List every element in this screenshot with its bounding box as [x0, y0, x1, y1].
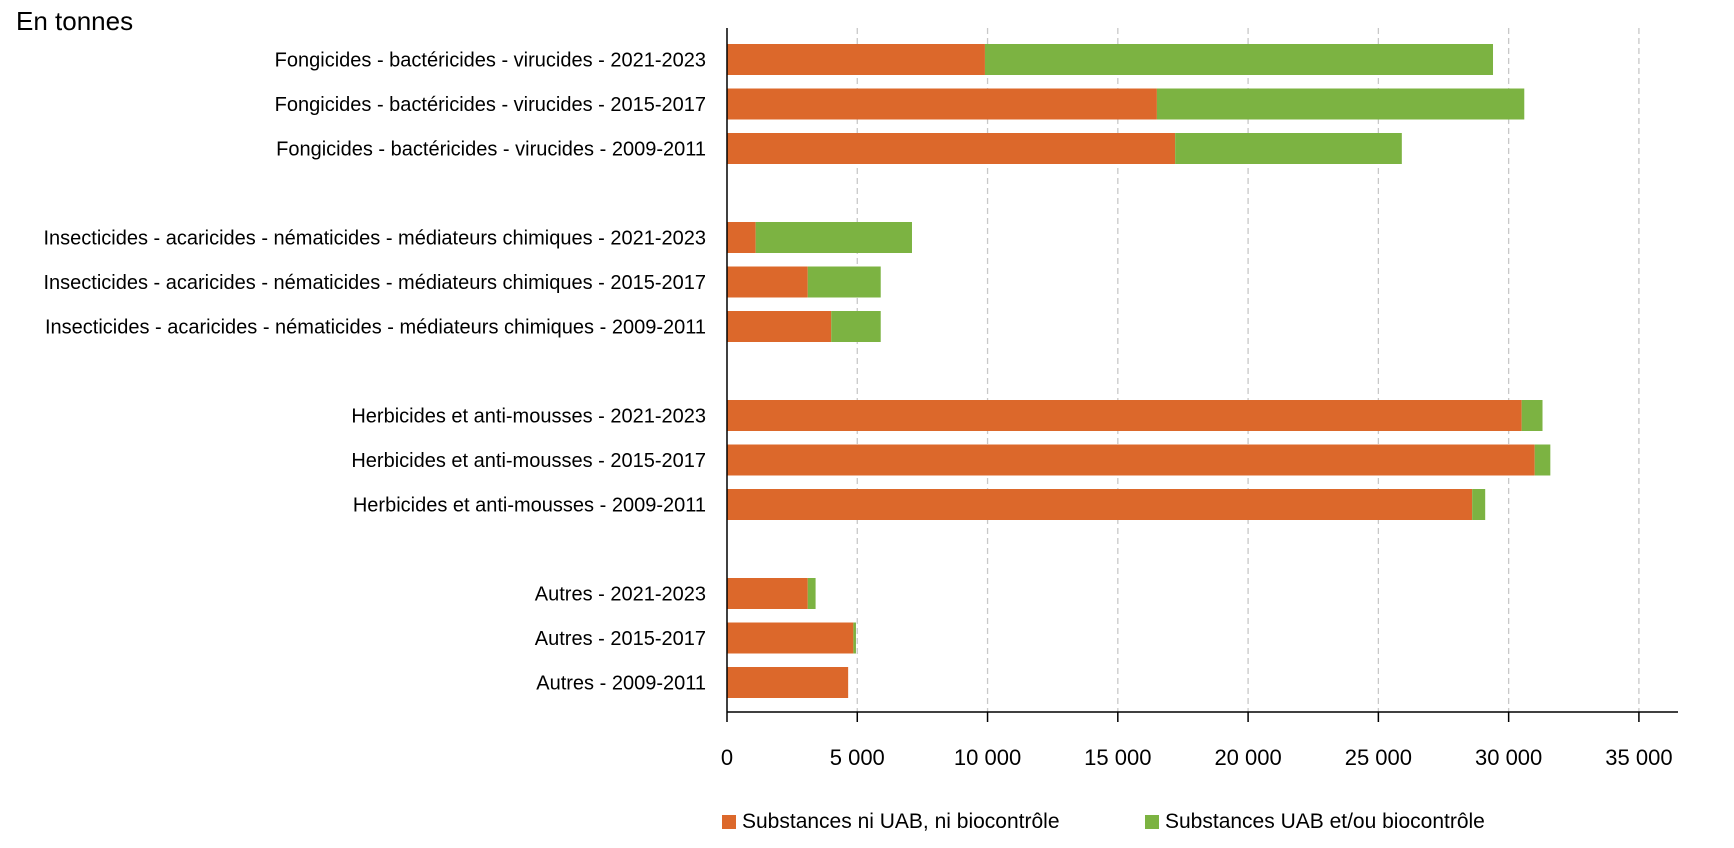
x-tick-label: 35 000: [1605, 745, 1672, 770]
axes: [726, 28, 1678, 722]
bar-segment-series-1: [727, 266, 808, 298]
x-tick-label: 25 000: [1345, 745, 1412, 770]
bars: [727, 44, 1551, 698]
category-label: Insecticides - acaricides - nématicides …: [43, 228, 706, 250]
bar-segment-series-2: [831, 311, 881, 342]
category-label: Autres - 2021-2023: [535, 584, 706, 606]
category-label: Insecticides - acaricides - nématicides …: [45, 317, 706, 339]
legend-label-series-2: Substances UAB et/ou biocontrôle: [1165, 810, 1485, 833]
category-label: Autres - 2009-2011: [536, 673, 706, 695]
x-tick-labels: 0 5 000 10 000 15 000 20 000 25 000 30 000 35 0…: [721, 745, 1673, 770]
category-label: Fongicides - bactéricides - virucides - …: [275, 50, 706, 72]
x-tick-label: 20 000: [1214, 745, 1281, 770]
bar-segment-series-1: [727, 400, 1522, 431]
x-tick-label: 0: [721, 745, 733, 770]
legend-label-series-1: Substances ni UAB, ni biocontrôle: [742, 810, 1060, 833]
bar-segment-series-2: [1521, 400, 1543, 431]
x-tick-label: 5 000: [830, 745, 885, 770]
legend-swatch-series-1: [722, 815, 736, 829]
bar-segment-series-2: [1472, 489, 1486, 520]
bar-segment-series-2: [984, 44, 1494, 75]
x-tick-label: 15 000: [1084, 745, 1151, 770]
bar-segment-series-1: [727, 578, 808, 609]
bar-segment-series-2: [853, 622, 856, 654]
bar-segment-series-1: [727, 667, 849, 698]
bar-segment-series-2: [755, 222, 912, 253]
bar-segment-series-2: [807, 578, 816, 609]
bar-segment-series-1: [727, 222, 756, 253]
legend-item-series-1: Substances ni UAB, ni biocontrôle: [722, 810, 1060, 834]
bar-segment-series-2: [1175, 133, 1402, 164]
category-label: Fongicides - bactéricides - virucides - …: [276, 139, 706, 161]
category-label: Herbicides et anti-mousses - 2021-2023: [351, 406, 706, 428]
category-label: Fongicides - bactéricides - virucides - …: [275, 94, 706, 116]
legend-item-series-2: Substances UAB et/ou biocontrôle: [1145, 810, 1485, 834]
bar-segment-series-1: [727, 622, 854, 654]
category-label: Insecticides - acaricides - nématicides …: [43, 272, 706, 294]
bar-segment-series-2: [1534, 444, 1551, 476]
x-tick-label: 30 000: [1475, 745, 1542, 770]
grid-lines: [856, 28, 1640, 712]
category-label: Herbicides et anti-mousses - 2009-2011: [353, 495, 706, 517]
bar-segment-series-1: [727, 311, 832, 342]
bar-segment-series-1: [727, 44, 985, 75]
x-tick-label: 10 000: [954, 745, 1021, 770]
category-labels: Fongicides - bactéricides - virucides - …: [43, 50, 706, 695]
bar-segment-series-2: [1156, 88, 1525, 120]
bar-segment-series-2: [807, 266, 881, 298]
bar-segment-series-1: [727, 88, 1157, 120]
legend-swatch-series-2: [1145, 815, 1159, 829]
category-label: Autres - 2015-2017: [535, 628, 706, 650]
bar-segment-series-1: [727, 444, 1535, 476]
unit-label: En tonnes: [16, 6, 134, 36]
bar-segment-series-1: [727, 489, 1473, 520]
bar-segment-series-1: [727, 133, 1176, 164]
category-label: Herbicides et anti-mousses - 2015-2017: [351, 450, 706, 472]
